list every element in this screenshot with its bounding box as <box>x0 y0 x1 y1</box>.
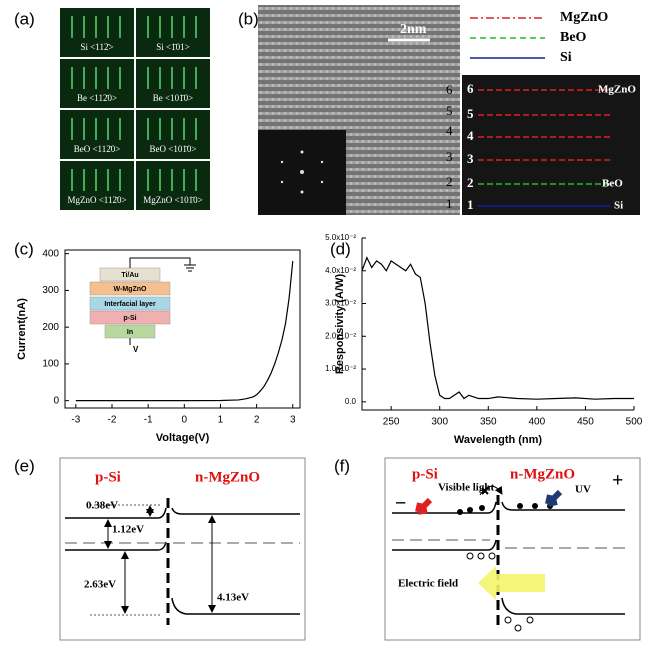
region-label: n-MgZnO <box>195 469 260 485</box>
x-tick-label: -3 <box>71 415 80 426</box>
image-label: Si <112̄> <box>80 42 113 52</box>
x-tick-label: 3 <box>290 415 296 426</box>
image-label: Si <1̄01> <box>156 42 189 52</box>
field-label: Electric field <box>398 578 458 590</box>
light-label: UV <box>575 484 591 496</box>
layer-label: 1 <box>446 196 453 211</box>
band-diagram-f <box>384 457 641 641</box>
panel-label: (d) <box>330 239 351 258</box>
image-label: Be <112̄0> <box>77 93 117 103</box>
x-tick-label: 500 <box>626 417 643 428</box>
device-label: W-MgZnO <box>114 286 147 293</box>
y-axis-label: Responsivity (A/W) <box>334 274 346 375</box>
scale-label: 2nm <box>400 22 427 37</box>
device-label: In <box>127 329 133 336</box>
x-tick-label: 350 <box>480 417 497 428</box>
legend-label: MgZnO <box>560 10 608 25</box>
region-label: p-Si <box>95 469 121 485</box>
layer-label: 2 <box>446 174 453 189</box>
fft-layer-label: 1 <box>467 197 474 212</box>
y-tick-label: 300 <box>42 285 59 296</box>
panel-label: (f) <box>334 456 350 475</box>
uv-arrow <box>545 489 563 507</box>
light-label: Visible light <box>438 482 494 494</box>
fft-spots <box>280 150 324 194</box>
fft-label: BeO <box>602 178 623 190</box>
device-layer <box>89 296 171 311</box>
image-label: MgZnO <101̄0> <box>143 195 202 205</box>
panel-label: (b) <box>238 9 259 28</box>
layer-label: 5 <box>446 103 453 118</box>
panel-label: (a) <box>14 9 35 28</box>
axes <box>361 238 634 411</box>
x-tick-label: -1 <box>144 415 153 426</box>
fft-layer-label: 6 <box>467 81 474 96</box>
device-label: p-Si <box>123 315 136 322</box>
fft-profile <box>462 75 640 215</box>
x-tick-label: 250 <box>383 417 400 428</box>
device-label: Interfacial layer <box>104 301 156 308</box>
device-layer <box>89 281 171 296</box>
x-tick-label: 2 <box>254 415 260 426</box>
data-line <box>361 256 634 400</box>
legend-label: BeO <box>560 30 587 45</box>
sign: + <box>612 470 623 492</box>
x-tick-label: 1 <box>218 415 224 426</box>
image-label: Be <101̄0> <box>153 93 193 103</box>
legend-label: Si <box>560 50 572 65</box>
layer-label: 4 <box>446 123 453 138</box>
y-tick-label: 5.0x10⁻² <box>325 233 356 242</box>
fft-label: MgZnO <box>598 84 636 96</box>
fft-label: Si <box>614 200 623 212</box>
image-label: BeO <101̄0> <box>150 144 197 154</box>
y-tick-label: 1.0x10⁻² <box>325 364 356 373</box>
y-tick-label: 400 <box>42 248 59 259</box>
x-tick-label: 0 <box>182 415 188 426</box>
x-tick-label: -2 <box>108 415 117 426</box>
energy-label: 0.38eV <box>86 500 118 512</box>
energy-label: 1.12eV <box>112 524 144 536</box>
device-layer <box>89 310 171 325</box>
energy-label: 2.63eV <box>84 579 116 591</box>
panel-label: (c) <box>14 239 34 258</box>
y-tick-label: 4.0x10⁻² <box>325 266 356 275</box>
y-tick-label: 200 <box>42 322 59 333</box>
y-tick-label: 0 <box>53 395 59 406</box>
region-label: p-Si <box>412 466 438 482</box>
band-diagram-e <box>59 457 306 641</box>
x-axis-label: Wavelength (nm) <box>454 434 543 446</box>
energy-label: 4.13eV <box>217 592 249 604</box>
x-tick-label: 450 <box>577 417 594 428</box>
layer-label: 3 <box>446 149 453 164</box>
region-label: n-MgZnO <box>510 466 575 482</box>
device-label: V <box>133 345 139 354</box>
fft-layer-label: 3 <box>467 151 474 166</box>
fft-layer-label: 5 <box>467 106 474 121</box>
axes <box>64 249 301 409</box>
device-label: Ti/Au <box>121 272 138 279</box>
x-tick-label: 400 <box>529 417 546 428</box>
image-label: MgZnO <112̄0> <box>67 195 126 205</box>
visible-arrow <box>415 497 433 515</box>
layer-label: 6 <box>446 82 453 97</box>
field-arrow <box>478 566 545 600</box>
sign: − <box>395 493 406 515</box>
y-tick-label: 0.0 <box>345 397 357 406</box>
y-tick-label: 100 <box>42 359 59 370</box>
wire <box>129 257 196 345</box>
image-label: BeO <112̄0> <box>74 144 121 154</box>
data-line <box>75 260 294 402</box>
x-tick-label: 300 <box>431 417 448 428</box>
y-axis-label: Current(nA) <box>16 298 28 360</box>
y-tick-label: 2.0x10⁻² <box>325 331 356 340</box>
x-axis-label: Voltage(V) <box>156 432 210 444</box>
panel-label: (e) <box>14 456 35 475</box>
fft-layer-label: 4 <box>467 128 474 143</box>
fft-layer-label: 2 <box>467 175 474 190</box>
y-tick-label: 3.0x10⁻² <box>325 299 356 308</box>
